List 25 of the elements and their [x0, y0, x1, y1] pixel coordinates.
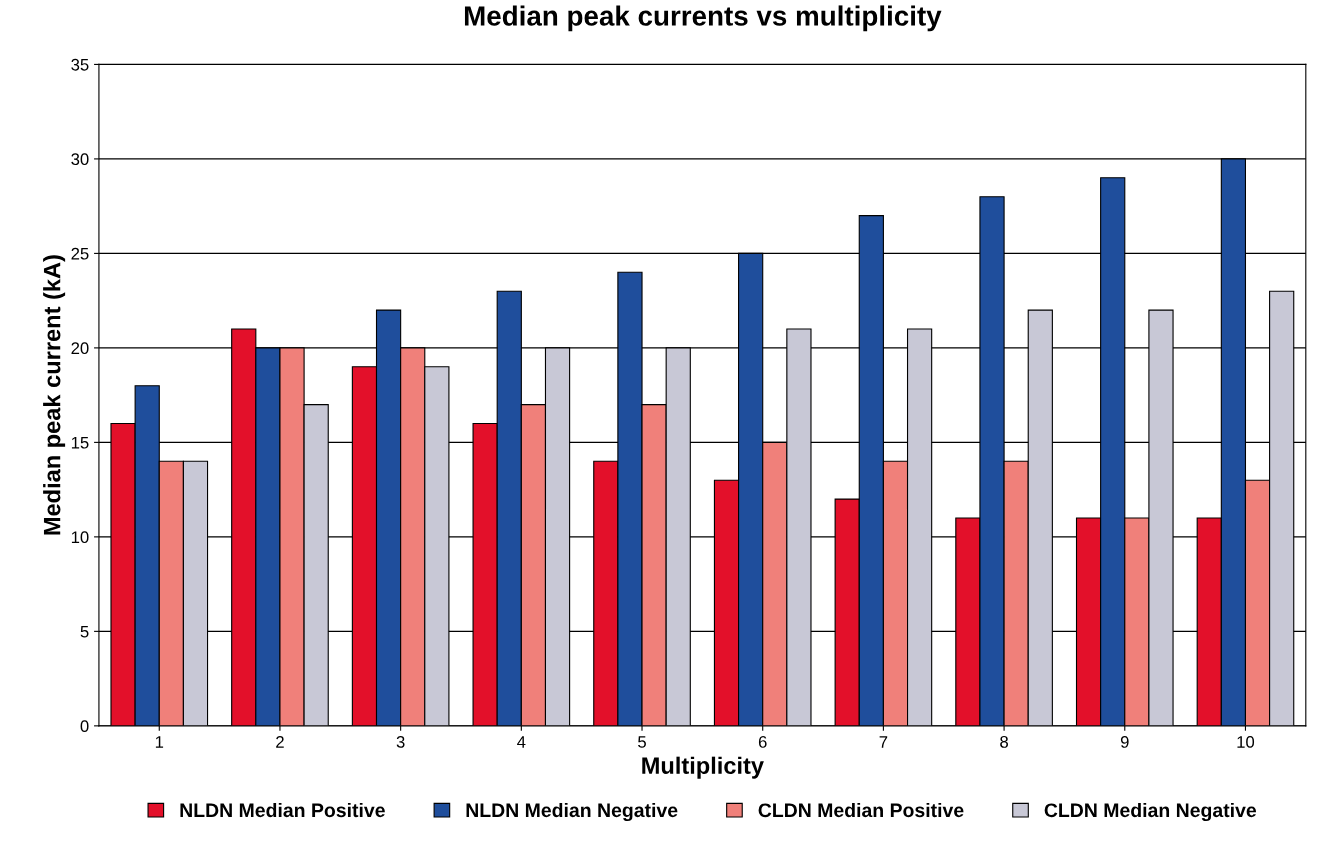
y-tick-label: 15 — [71, 436, 89, 449]
legend-label: CLDN Median Negative — [1044, 802, 1257, 822]
x-tick-label: 9 — [1120, 736, 1129, 748]
y-tick-label: 20 — [71, 342, 89, 355]
y-tick-label: 25 — [71, 247, 89, 260]
legend-label: CLDN Median Positive — [758, 802, 964, 818]
x-tick-label: 10 — [1237, 736, 1255, 748]
x-tick-label: 7 — [879, 736, 888, 748]
x-tick-label: 5 — [638, 736, 646, 748]
y-axis-title: Median peak current (kA) — [43, 255, 66, 535]
x-tick-label: 1 — [155, 736, 164, 748]
x-tick-label: 6 — [758, 736, 767, 748]
x-tick-label: 3 — [396, 736, 405, 748]
legend-label: NLDN Median Positive — [180, 802, 385, 818]
x-tick-label: 8 — [1000, 736, 1008, 748]
y-tick-label: 30 — [71, 153, 89, 166]
x-axis-title: Multiplicity — [642, 756, 764, 779]
y-tick-label: 35 — [71, 58, 89, 71]
chart-title: Median peak currents vs multiplicity — [464, 5, 942, 32]
y-tick-label: 5 — [80, 625, 89, 638]
legend-label: NLDN Median Negative — [466, 802, 678, 822]
y-tick-label: 0 — [80, 720, 89, 733]
y-tick-label: 10 — [71, 531, 89, 544]
x-tick-label: 2 — [276, 736, 284, 748]
x-tick-label: 4 — [517, 736, 526, 748]
